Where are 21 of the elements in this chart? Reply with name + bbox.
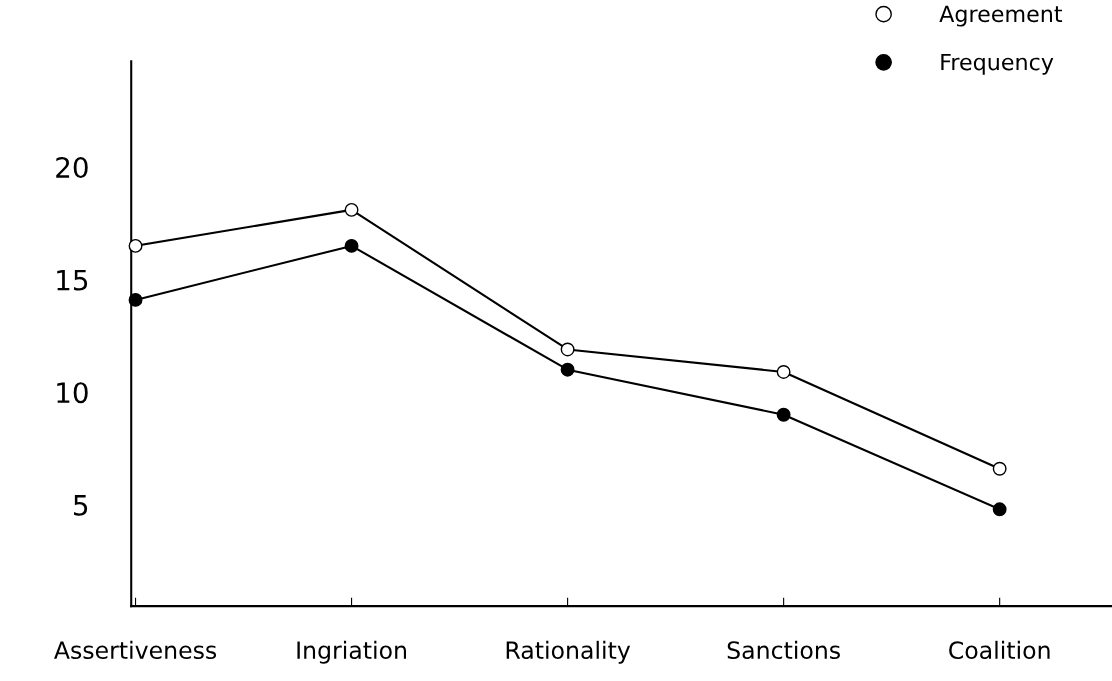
- y-tick-label: 10: [57, 382, 88, 404]
- x-tick-label: Sanctions: [727, 640, 840, 660]
- x-tick-label: Ingriation: [297, 640, 406, 664]
- x-tick-label: Assertiveness: [54, 640, 217, 660]
- point: [560, 362, 575, 377]
- point: [344, 238, 359, 253]
- point: [560, 342, 575, 357]
- y-tick-label: 15: [57, 269, 88, 291]
- point: [344, 202, 359, 217]
- point: [128, 238, 143, 253]
- point: [128, 292, 143, 307]
- x-tick-label: Rationality: [506, 640, 631, 664]
- point: [992, 502, 1007, 517]
- point: [992, 461, 1007, 476]
- legend-label: Frequency: [941, 53, 1054, 75]
- point: [776, 407, 791, 422]
- x-tick-label: Coalition: [949, 640, 1050, 660]
- y-tick-label: 20: [56, 157, 88, 179]
- legend-label: Agreement: [939, 5, 1063, 27]
- point: [776, 365, 791, 379]
- y-tick-label: 5: [74, 495, 88, 516]
